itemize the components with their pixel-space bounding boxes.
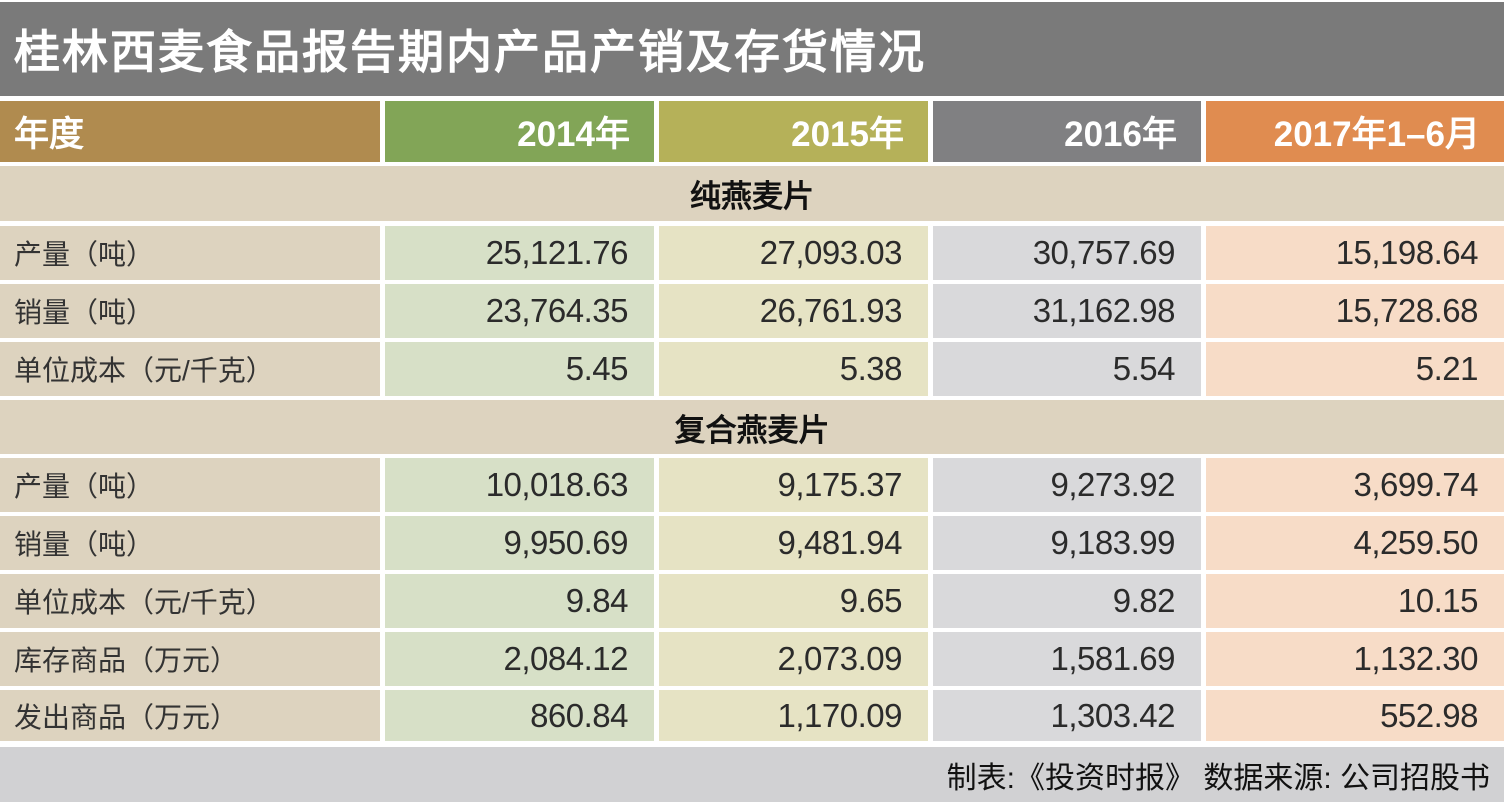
section-header-compound-oatmeal: 复合燕麦片: [0, 400, 1504, 454]
table-row-pure-sales: 销量（吨） 23,764.35 26,761.93 31,162.98 15,7…: [0, 284, 1504, 338]
page-title: 桂林西麦食品报告期内产品产销及存货情况: [0, 2, 1504, 96]
value-2016: 5.54: [933, 342, 1201, 396]
value-2017: 15,728.68: [1206, 284, 1504, 338]
value-2016: 9,183.99: [933, 516, 1201, 570]
row-label: 库存商品（万元）: [0, 632, 380, 686]
section-header-pure-oatmeal: 纯燕麦片: [0, 166, 1504, 221]
value-2016: 30,757.69: [933, 226, 1201, 280]
value-2017: 10.15: [1206, 574, 1504, 628]
value-2014: 2,084.12: [385, 632, 654, 686]
value-2015: 9.65: [659, 574, 928, 628]
row-label: 产量（吨）: [0, 458, 380, 512]
value-2015: 5.38: [659, 342, 928, 396]
value-2017: 3,699.74: [1206, 458, 1504, 512]
value-2016: 31,162.98: [933, 284, 1201, 338]
value-2016: 9.82: [933, 574, 1201, 628]
value-2014: 9.84: [385, 574, 654, 628]
value-2017: 552.98: [1206, 690, 1504, 741]
row-label: 发出商品（万元）: [0, 690, 380, 741]
value-2017: 5.21: [1206, 342, 1504, 396]
value-2014: 23,764.35: [385, 284, 654, 338]
value-2014: 860.84: [385, 690, 654, 741]
value-2017: 4,259.50: [1206, 516, 1504, 570]
table-row-inventory-goods: 库存商品（万元） 2,084.12 2,073.09 1,581.69 1,13…: [0, 632, 1504, 686]
value-2017: 15,198.64: [1206, 226, 1504, 280]
value-2017: 1,132.30: [1206, 632, 1504, 686]
table-row-shipped-goods: 发出商品（万元） 860.84 1,170.09 1,303.42 552.98: [0, 690, 1504, 741]
value-2014: 9,950.69: [385, 516, 654, 570]
table-row-compound-unit-cost: 单位成本（元/千克） 9.84 9.65 9.82 10.15: [0, 574, 1504, 628]
row-label: 单位成本（元/千克）: [0, 342, 380, 396]
row-label: 单位成本（元/千克）: [0, 574, 380, 628]
table-row-pure-unit-cost: 单位成本（元/千克） 5.45 5.38 5.54 5.21: [0, 342, 1504, 396]
value-2016: 1,581.69: [933, 632, 1201, 686]
value-2016: 1,303.42: [933, 690, 1201, 741]
column-header-year: 年度: [0, 101, 380, 162]
value-2015: 9,175.37: [659, 458, 928, 512]
value-2015: 1,170.09: [659, 690, 928, 741]
table-row-compound-sales: 销量（吨） 9,950.69 9,481.94 9,183.99 4,259.5…: [0, 516, 1504, 570]
row-label: 销量（吨）: [0, 516, 380, 570]
value-2015: 26,761.93: [659, 284, 928, 338]
column-header-2015: 2015年: [659, 101, 928, 162]
value-2015: 27,093.03: [659, 226, 928, 280]
value-2014: 25,121.76: [385, 226, 654, 280]
column-header-2016: 2016年: [933, 101, 1201, 162]
value-2014: 5.45: [385, 342, 654, 396]
value-2015: 2,073.09: [659, 632, 928, 686]
value-2016: 9,273.92: [933, 458, 1201, 512]
source-note: 制表:《投资时报》 数据来源: 公司招股书: [0, 747, 1504, 802]
column-header-2017: 2017年1–6月: [1206, 101, 1504, 162]
table-header-row: 年度 2014年 2015年 2016年 2017年1–6月: [0, 101, 1504, 162]
value-2014: 10,018.63: [385, 458, 654, 512]
value-2015: 9,481.94: [659, 516, 928, 570]
row-label: 产量（吨）: [0, 226, 380, 280]
table-row-compound-production: 产量（吨） 10,018.63 9,175.37 9,273.92 3,699.…: [0, 458, 1504, 512]
table-row-pure-production: 产量（吨） 25,121.76 27,093.03 30,757.69 15,1…: [0, 226, 1504, 280]
row-label: 销量（吨）: [0, 284, 380, 338]
column-header-2014: 2014年: [385, 101, 654, 162]
